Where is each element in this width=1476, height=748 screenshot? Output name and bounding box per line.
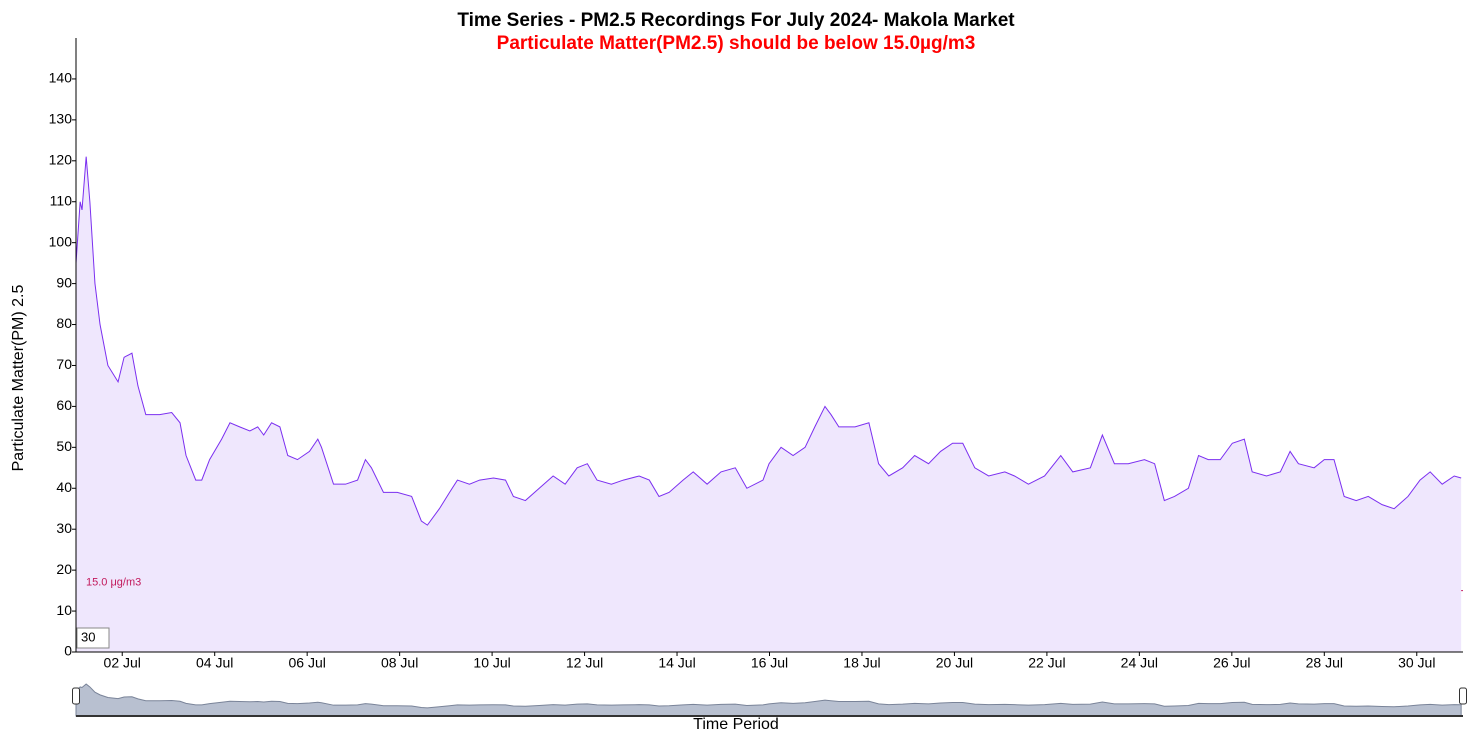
roll-period-value[interactable]: 30 — [81, 629, 95, 644]
y-tick-label: 50 — [56, 438, 72, 454]
area-fill — [76, 156, 1462, 652]
y-tick-label: 120 — [49, 152, 73, 168]
x-tick-label: 28 Jul — [1306, 655, 1343, 671]
x-tick-label: 08 Jul — [381, 655, 418, 671]
y-tick-label: 20 — [56, 561, 72, 577]
x-tick-label: 16 Jul — [751, 655, 788, 671]
x-tick-label: 18 Jul — [843, 655, 880, 671]
y-tick-label: 140 — [49, 70, 73, 86]
chart-title: Time Series - PM2.5 Recordings For July … — [457, 10, 1015, 31]
roll-period-box[interactable] — [76, 627, 110, 649]
x-tick-label: 02 Jul — [104, 655, 141, 671]
x-tick-label: 20 Jul — [936, 655, 973, 671]
x-tick-label: 24 Jul — [1121, 655, 1158, 671]
x-tick-label: 04 Jul — [196, 655, 233, 671]
x-axis-label: Time Period — [693, 716, 779, 733]
range-handle[interactable] — [1459, 687, 1467, 705]
x-tick-label: 30 Jul — [1398, 655, 1435, 671]
range-selector-area — [75, 683, 1462, 717]
y-tick-label: 10 — [56, 602, 72, 618]
data-line — [75, 156, 1462, 526]
y-tick-label: 100 — [49, 233, 73, 249]
x-tick-label: 12 Jul — [566, 655, 603, 671]
y-axis-label: Particulate Matter(PM) 2.5 — [10, 285, 27, 472]
y-tick-label: 130 — [49, 111, 73, 127]
y-tick-label: 90 — [56, 274, 72, 290]
x-tick-label: 06 Jul — [288, 655, 325, 671]
y-tick-label: 0 — [64, 643, 72, 659]
x-tick-label: 10 Jul — [473, 655, 510, 671]
x-tick-label: 22 Jul — [1028, 655, 1065, 671]
chart-subtitle: Particulate Matter(PM2.5) should be belo… — [497, 33, 976, 54]
y-tick-label: 40 — [56, 479, 72, 495]
y-tick-label: 30 — [56, 520, 72, 536]
y-tick-label: 70 — [56, 356, 72, 372]
x-tick-label: 14 Jul — [658, 655, 695, 671]
y-tick-label: 110 — [50, 192, 73, 208]
y-tick-label: 80 — [56, 315, 72, 331]
threshold-label: 15.0 μg/m3 — [86, 577, 141, 589]
range-handle[interactable] — [72, 687, 80, 705]
x-tick-label: 26 Jul — [1213, 655, 1250, 671]
y-tick-label: 60 — [56, 397, 72, 413]
